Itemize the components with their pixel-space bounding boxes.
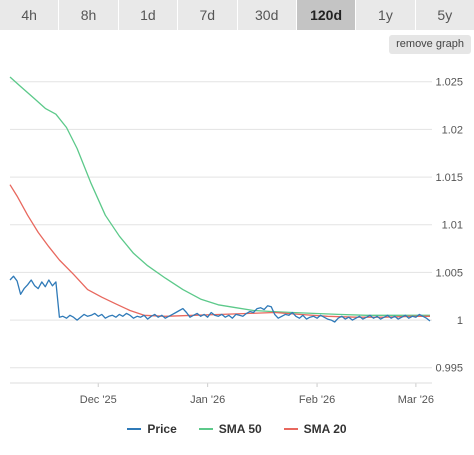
range-tab-120d[interactable]: 120d [296, 0, 357, 30]
legend-label: SMA 20 [303, 422, 347, 436]
range-tab-7d[interactable]: 7d [178, 0, 238, 30]
y-tick-label: 1.015 [435, 172, 463, 184]
range-tabs: 4h 8h 1d 7d 30d 120d 1y 5y [0, 0, 474, 30]
y-tick-label: 0.995 [435, 363, 463, 375]
range-tab-5y[interactable]: 5y [415, 0, 474, 30]
chart-legend: Price SMA 50 SMA 20 [0, 419, 474, 439]
range-tab-1d[interactable]: 1d [118, 0, 179, 30]
range-tab-1y[interactable]: 1y [356, 0, 416, 30]
y-tick-label: 1.01 [442, 220, 463, 232]
y-tick-label: 1.02 [442, 124, 463, 136]
x-tick-label: Jan '26 [190, 394, 225, 406]
x-tick-label: Dec '25 [80, 394, 117, 406]
range-tab-8h[interactable]: 8h [59, 0, 119, 30]
y-tick-label: 1.025 [435, 77, 463, 89]
y-tick-label: 1 [457, 315, 463, 327]
legend-swatch [127, 428, 142, 430]
series-line-sma-20 [9, 184, 430, 318]
line-chart: 1.025 1.02 1.015 1.01 1.005 1 0.995 Dec '25 Jan … [9, 76, 463, 406]
legend-swatch [198, 428, 213, 430]
series-line-sma-50 [9, 76, 430, 316]
legend-item-sma-20[interactable]: SMA 20 [283, 422, 347, 436]
range-tab-4h[interactable]: 4h [0, 0, 60, 30]
remove-graph-button[interactable]: remove graph [389, 35, 471, 54]
range-tab-30d[interactable]: 30d [237, 0, 297, 30]
x-tick-label: Mar '26 [398, 394, 434, 406]
series-line-price [9, 275, 431, 323]
legend-item-sma-50[interactable]: SMA 50 [198, 422, 262, 436]
y-tick-label: 1.005 [435, 267, 463, 279]
legend-label: SMA 50 [218, 422, 262, 436]
legend-item-price[interactable]: Price [127, 422, 177, 436]
legend-label: Price [147, 422, 177, 436]
legend-swatch [283, 428, 298, 430]
x-tick-label: Feb '26 [299, 394, 335, 406]
